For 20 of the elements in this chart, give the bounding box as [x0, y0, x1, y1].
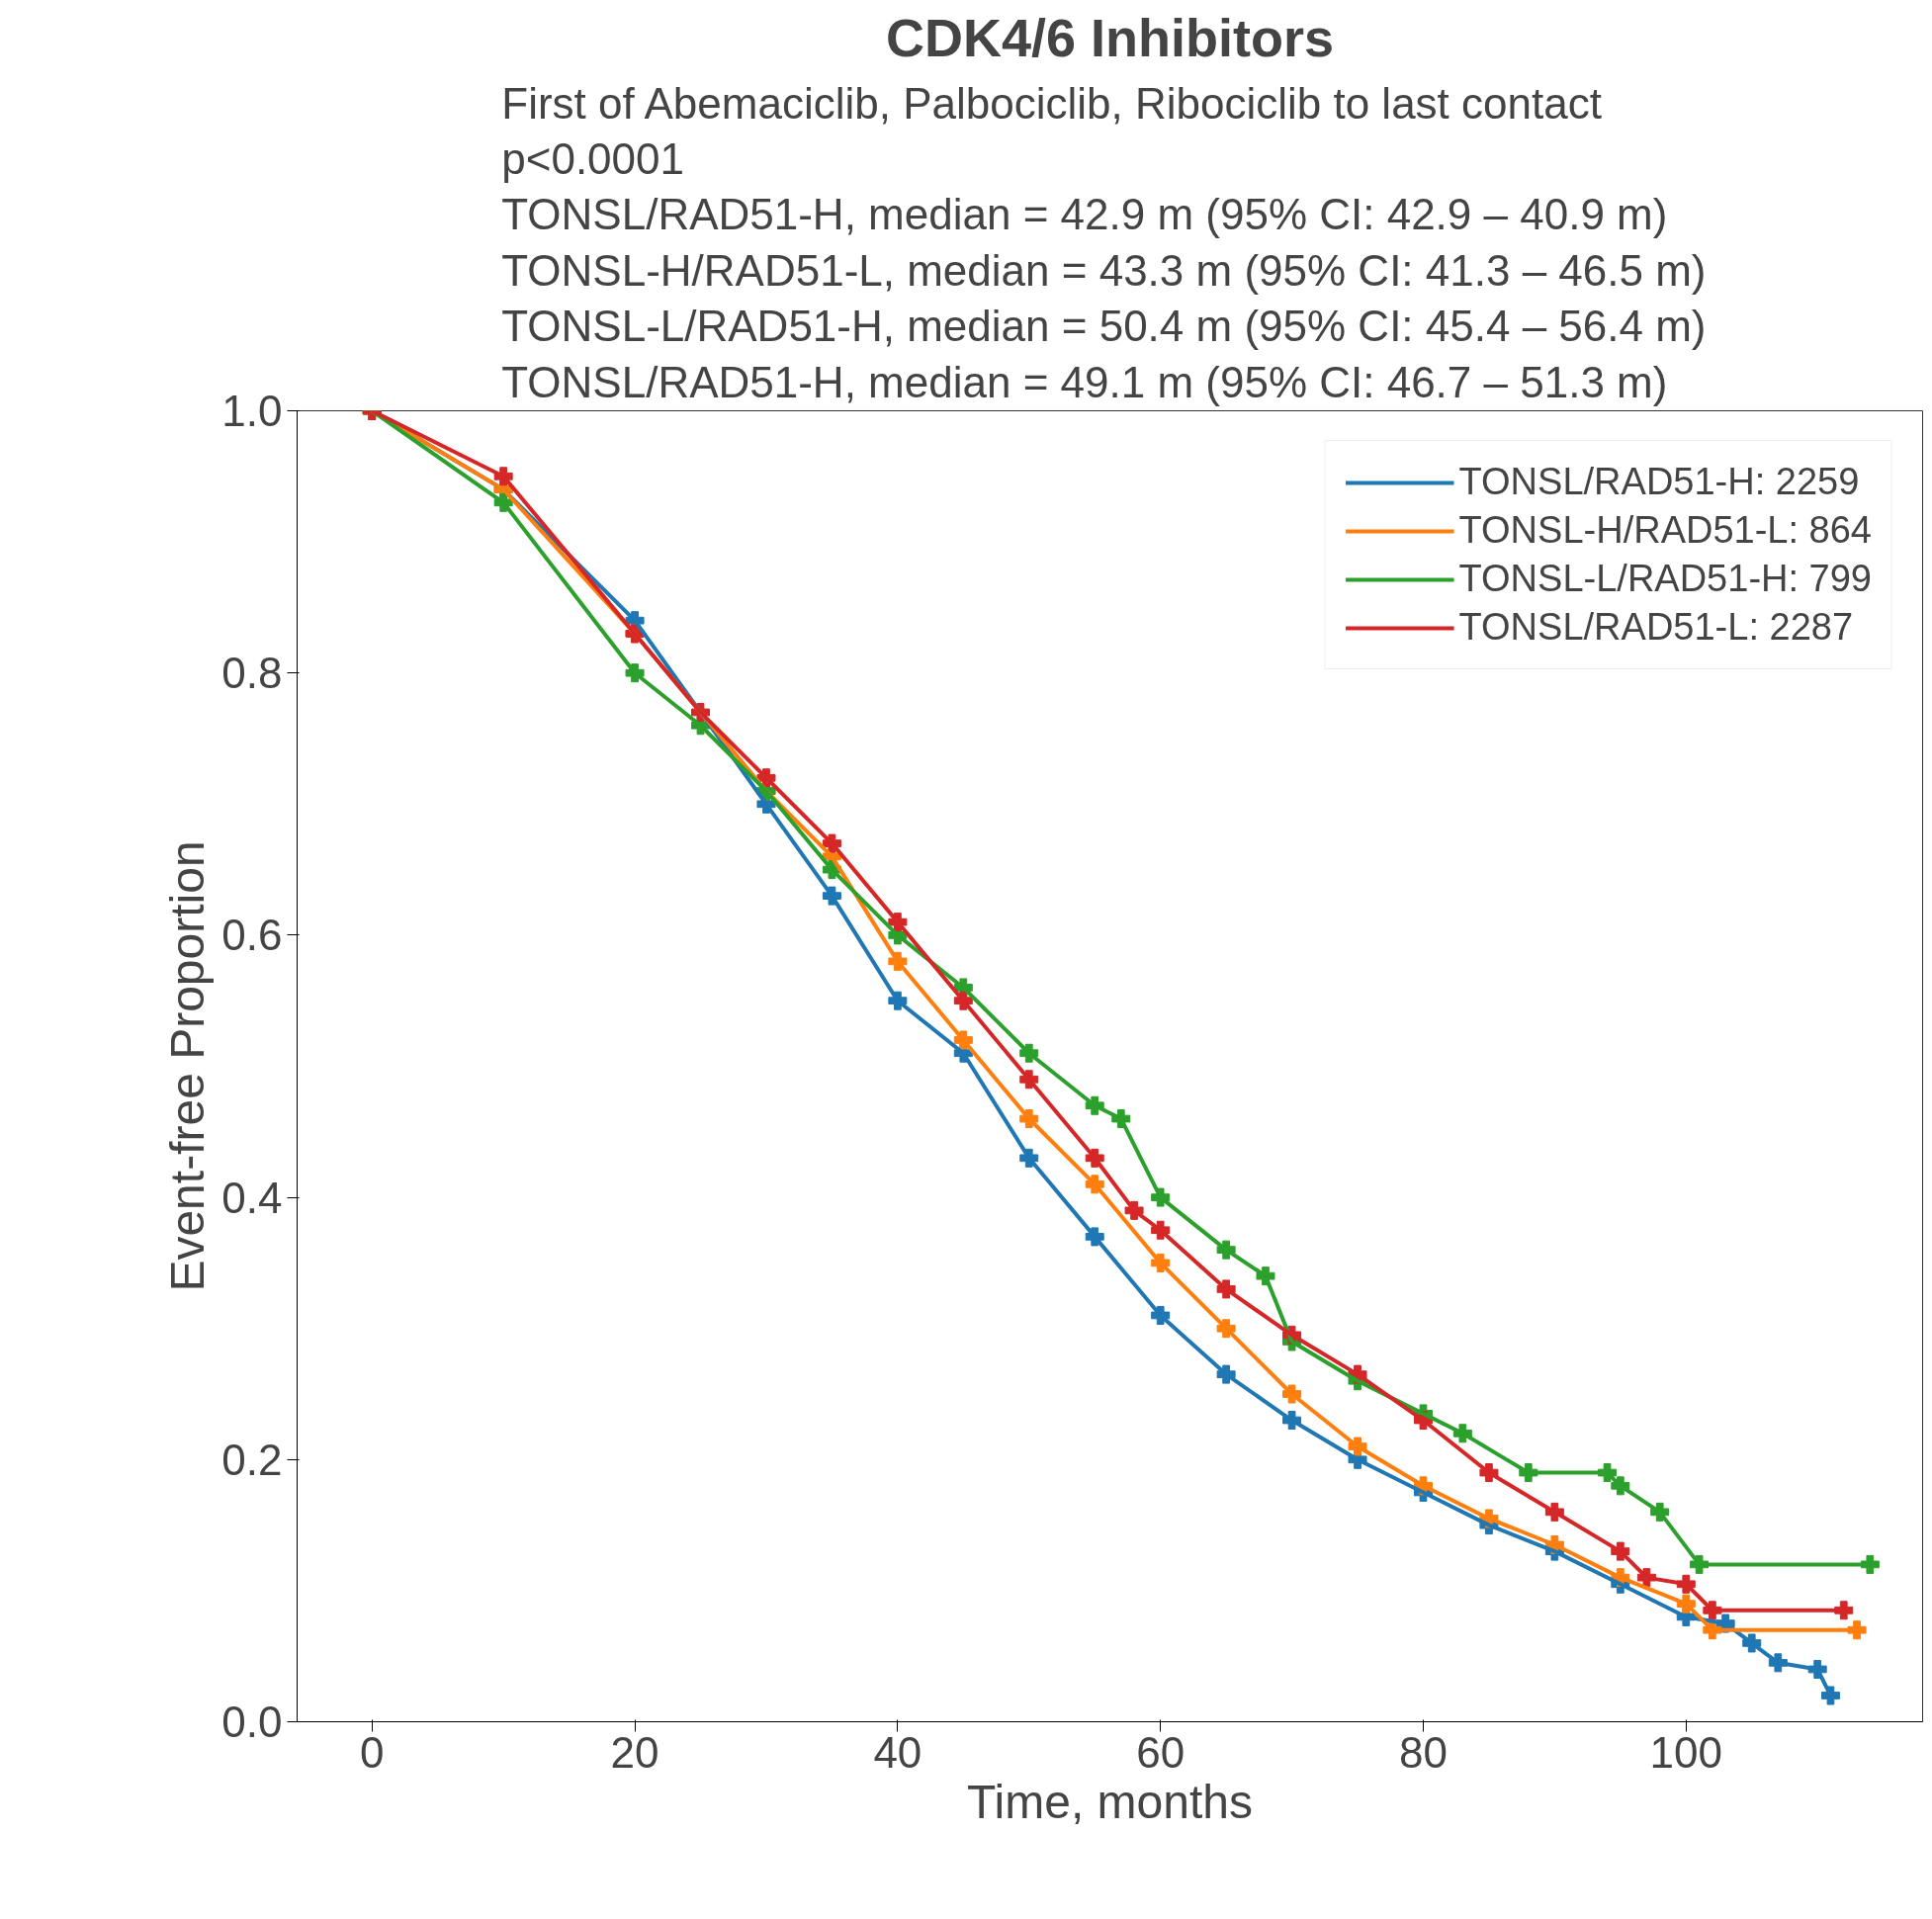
- x-axis-title: Time, months: [967, 1775, 1253, 1828]
- legend-label: TONSL/RAD51-H: 2259: [1458, 461, 1860, 503]
- x-tick-label: 0: [360, 1727, 385, 1777]
- y-tick-label: 0.4: [221, 1173, 283, 1222]
- y-tick-label: 0.8: [221, 649, 283, 698]
- y-tick-label: 0.6: [221, 911, 283, 960]
- chart-subtitle: First of Abemaciclib, Palbociclib, Ribociclib to last contact p<0.0001 TONSL/RAD51-H, median = 42.9 m (95% CI: 42.9 – 40.9 m) TONSL-H/RAD51-L, median = 43.3 m (95% CI: 41.3 – 46.5 m) TONSL-L/RAD51-H, median = 50.4 m (95% CI: 45.4 – 56.4 m) TONSL/RAD51-H, median = 49.1 m (95% CI: 46.7 – 51.3 m): [501, 78, 1707, 406]
- x-tick-label: 100: [1649, 1727, 1722, 1777]
- y-tick-label: 0.2: [221, 1435, 283, 1484]
- x-tick-label: 20: [610, 1727, 659, 1777]
- y-axis-title: Event-free Proportion: [161, 840, 215, 1292]
- x-tick-label: 40: [873, 1727, 922, 1777]
- x-tick-label: 80: [1399, 1727, 1448, 1777]
- legend-label: TONSL-H/RAD51-L: 864: [1458, 509, 1872, 552]
- y-tick-label: 1.0: [221, 387, 283, 435]
- y-tick-label: 0.0: [221, 1698, 283, 1746]
- chart-title: CDK4/6 Inhibitors: [885, 7, 1335, 67]
- legend-label: TONSL/RAD51-L: 2287: [1458, 606, 1854, 649]
- x-tick-label: 60: [1136, 1727, 1186, 1777]
- legend-label: TONSL-L/RAD51-H: 799: [1458, 558, 1872, 600]
